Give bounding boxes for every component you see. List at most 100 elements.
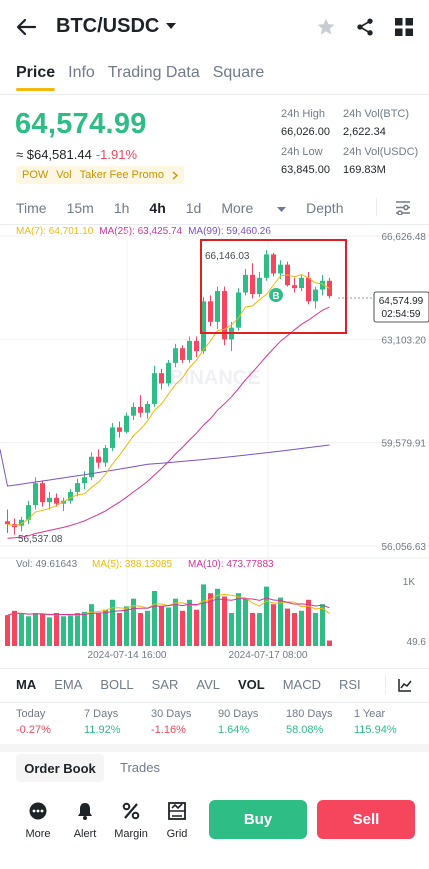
interval-4h[interactable]: 4h (149, 200, 166, 216)
tab-info[interactable]: Info (68, 64, 95, 81)
interval-15m[interactable]: 15m (66, 200, 94, 216)
back-arrow-icon[interactable] (16, 18, 36, 36)
ma25-line (7, 306, 330, 539)
perf-value: -1.16% (151, 724, 186, 736)
tab-price[interactable]: Price (16, 64, 56, 91)
price-axis-label: 66,626.48 (382, 232, 427, 243)
interval-1d[interactable]: 1d (185, 200, 202, 216)
candle-body (138, 406, 143, 413)
vol-ma10-line (7, 597, 330, 616)
grid-icon (168, 802, 186, 820)
perf-label: 90 Days (218, 708, 259, 720)
nav-more[interactable]: More (16, 800, 60, 840)
volume-bar (180, 610, 185, 646)
volume-bar (166, 607, 171, 646)
indicator-chart-icon[interactable] (398, 678, 412, 692)
candle-body (236, 292, 241, 328)
chevron-right-icon (172, 170, 178, 180)
indicator-sar[interactable]: SAR (151, 677, 179, 692)
indicator-macd[interactable]: MACD (282, 677, 321, 692)
last-price: 64,574.99 (15, 108, 147, 140)
highlight-box (200, 239, 347, 334)
candle-body (299, 277, 304, 289)
caret-down-icon (277, 207, 287, 212)
tag-vol[interactable]: Vol (56, 169, 72, 181)
candle-body (19, 519, 24, 526)
candle-body (159, 373, 164, 384)
interval-bar: Time 15m 1h 4h 1d More Depth (16, 200, 363, 216)
interval-time[interactable]: Time (16, 200, 47, 216)
tab-trading-data[interactable]: Trading Data (107, 64, 200, 81)
vol-axis-bottom: 49.6 (407, 637, 427, 648)
margin-icon (122, 802, 140, 820)
interval-depth[interactable]: Depth (306, 200, 344, 216)
vol-usdc-label: 24h Vol(USDC) (343, 146, 419, 158)
tag-pow[interactable]: POW (22, 169, 49, 181)
tab-order-book[interactable]: Order Book (16, 754, 104, 782)
volume-bar (194, 609, 199, 646)
indicator-vol[interactable]: VOL (237, 677, 265, 692)
indicator-ma[interactable]: MA (16, 677, 37, 692)
candle-body (152, 373, 157, 404)
volume-bar (5, 615, 10, 646)
chart-settings-icon[interactable] (395, 200, 411, 215)
candle-body (292, 285, 297, 289)
time-label-1: 2024-07-14 16:00 (88, 650, 167, 661)
nav-grid[interactable]: Grid (155, 800, 199, 840)
divider (376, 198, 377, 216)
nav-label: Margin (114, 828, 148, 840)
indicator-avl[interactable]: AVL (196, 677, 220, 692)
candle-body (89, 456, 94, 478)
indicator-rsi[interactable]: RSI (339, 677, 361, 692)
volume-bars (5, 584, 332, 646)
caret-down-icon[interactable] (166, 23, 176, 30)
pair-title[interactable]: BTC/USDC (56, 15, 160, 37)
tag-bar[interactable]: POW Vol Taker Fee Promo (16, 166, 184, 184)
price-change: -1.91% (95, 147, 138, 162)
tag-fee-promo[interactable]: Taker Fee Promo (79, 169, 164, 181)
price-axis-label: 56,056.63 (382, 542, 427, 553)
indicator-boll[interactable]: BOLL (100, 677, 134, 692)
price-axis: 66,626.48 63,103.20 59,579.91 56,056.63 (382, 232, 427, 553)
volume-bar (222, 596, 227, 646)
volume-bar (12, 610, 17, 646)
candle-body (208, 301, 213, 322)
volume-bar (75, 613, 80, 646)
volume-bar (229, 613, 234, 646)
ma99-value: MA(99): 59,460.26 (188, 226, 271, 237)
buy-button[interactable]: Buy (209, 800, 307, 839)
volume-bar (131, 598, 136, 646)
perf-today: Today -0.27% (16, 708, 51, 736)
indicator-ema[interactable]: EMA (54, 677, 83, 692)
layout-grid-icon[interactable] (395, 18, 413, 36)
volume-bar (82, 611, 87, 646)
candle-body (194, 340, 199, 352)
candlestick-chart[interactable]: BINANCE 66,626.48 63,103.20 59,579.91 56,05… (0, 228, 429, 666)
volume-bar (236, 593, 241, 646)
interval-more[interactable]: More (221, 200, 287, 216)
sell-button[interactable]: Sell (317, 800, 415, 839)
vol-btc-value: 2,622.34 (343, 126, 386, 138)
candle-body (243, 274, 248, 293)
volume-bar (19, 614, 24, 646)
top-bar: BTC/USDC (0, 0, 429, 56)
perf-90d: 90 Days 1.64% (218, 708, 258, 736)
interval-1h[interactable]: 1h (113, 200, 130, 216)
vol-usdc-value: 169.83M (343, 164, 386, 176)
volume-bar (313, 613, 318, 646)
nav-alert[interactable]: Alert (63, 800, 107, 840)
share-icon[interactable] (355, 17, 375, 37)
nav-margin[interactable]: Margin (109, 800, 153, 840)
volume-bar (264, 586, 269, 646)
current-price-box (373, 291, 429, 323)
tab-square[interactable]: Square (212, 64, 265, 81)
candle-body (5, 521, 10, 525)
star-icon[interactable] (316, 17, 336, 37)
candle-body (103, 447, 108, 463)
tab-trades[interactable]: Trades (120, 760, 160, 775)
candle-body (26, 505, 31, 520)
candle-body (187, 340, 192, 360)
volume-bar (278, 597, 283, 646)
candle-body (215, 291, 220, 322)
candle-body (110, 427, 115, 448)
